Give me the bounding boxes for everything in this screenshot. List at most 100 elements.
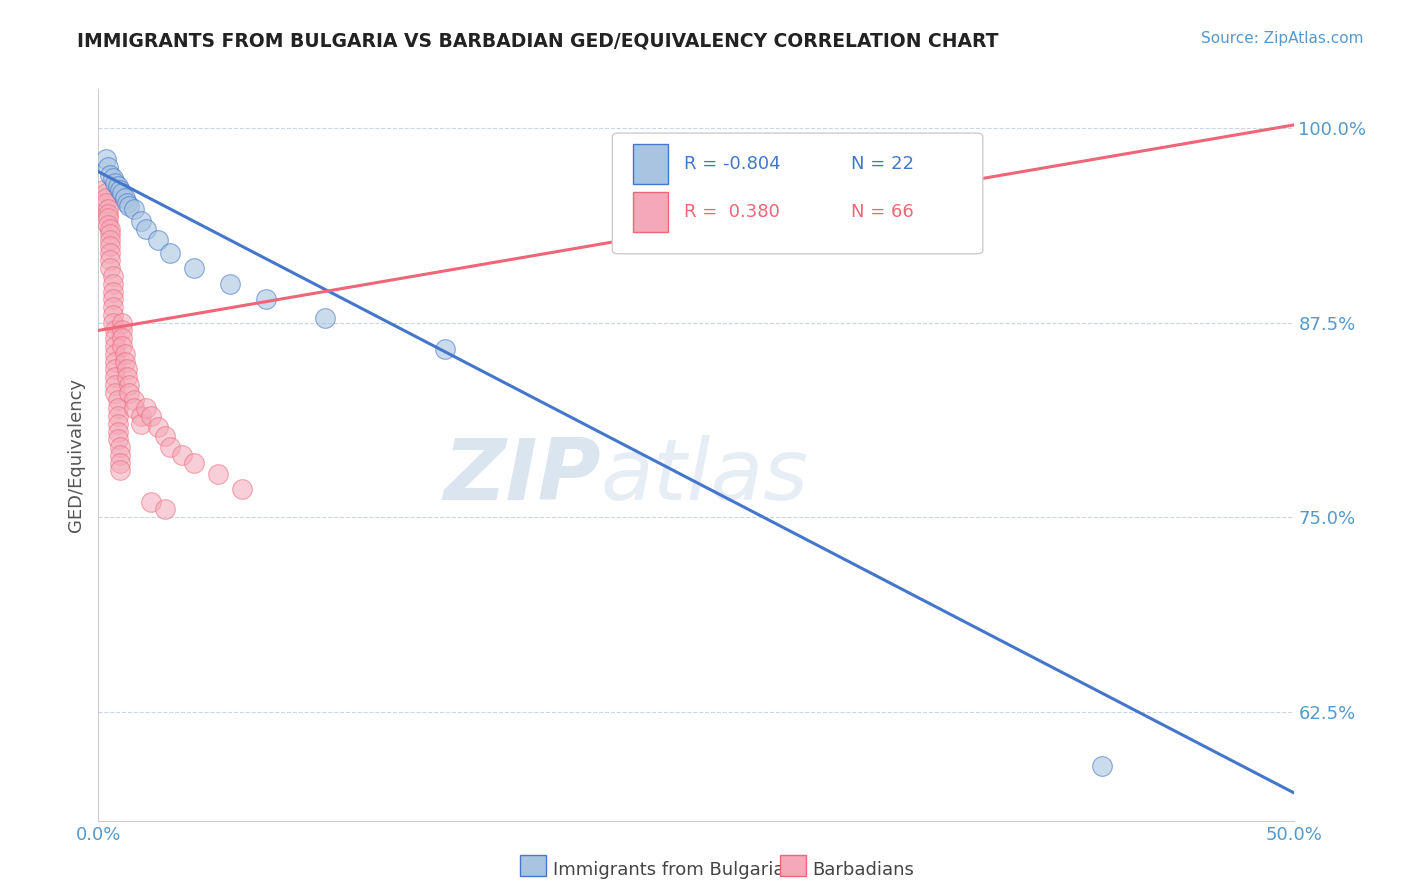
Point	[183, 456, 205, 470]
Point	[183, 261, 205, 276]
Point	[91, 183, 114, 197]
Point	[104, 339, 127, 353]
Point	[114, 354, 136, 368]
Y-axis label: GED/Equivalency: GED/Equivalency	[66, 378, 84, 532]
Point	[107, 401, 129, 416]
Point	[98, 233, 122, 247]
Point	[104, 354, 127, 368]
Bar	[633, 144, 668, 185]
Point	[118, 377, 141, 392]
Point	[98, 245, 122, 260]
Point	[231, 482, 253, 496]
Point	[111, 316, 134, 330]
Point	[104, 323, 127, 337]
Point	[101, 268, 124, 283]
Point	[97, 218, 120, 232]
Point	[124, 401, 146, 416]
Point	[111, 323, 134, 337]
Text: IMMIGRANTS FROM BULGARIA VS BARBADIAN GED/EQUIVALENCY CORRELATION CHART: IMMIGRANTS FROM BULGARIA VS BARBADIAN GE…	[77, 31, 998, 50]
Point	[104, 370, 127, 384]
Point	[97, 211, 120, 226]
Point	[101, 308, 124, 322]
Point	[219, 277, 242, 291]
Point	[97, 160, 120, 174]
Point	[114, 191, 136, 205]
Point	[108, 440, 131, 454]
Point	[104, 176, 127, 190]
Point	[104, 385, 127, 400]
Point	[135, 401, 157, 416]
Point	[118, 199, 141, 213]
Point	[207, 467, 229, 481]
Point	[155, 502, 177, 516]
Point	[104, 377, 127, 392]
Text: Barbadians: Barbadians	[813, 861, 914, 879]
Point	[98, 239, 122, 253]
Point	[1091, 759, 1114, 773]
Point	[114, 347, 136, 361]
Point	[172, 448, 194, 462]
Point	[148, 233, 170, 247]
Point	[155, 429, 177, 443]
Point	[108, 456, 131, 470]
Point	[101, 316, 124, 330]
Point	[111, 339, 134, 353]
Text: R =  0.380: R = 0.380	[685, 203, 780, 221]
FancyBboxPatch shape	[613, 133, 983, 253]
Point	[254, 293, 277, 307]
Point	[131, 214, 153, 228]
Point	[107, 393, 129, 408]
Point	[94, 186, 117, 201]
Text: N = 66: N = 66	[852, 203, 914, 221]
Point	[159, 245, 181, 260]
Point	[107, 433, 129, 447]
Point	[98, 261, 122, 276]
Point	[98, 253, 122, 268]
Point	[98, 222, 122, 236]
Text: R = -0.804: R = -0.804	[685, 155, 780, 173]
Point	[98, 168, 122, 182]
Point	[108, 183, 131, 197]
Point	[107, 417, 129, 431]
Point	[135, 222, 157, 236]
Point	[108, 448, 131, 462]
Point	[131, 417, 153, 431]
Point	[101, 170, 124, 185]
Text: atlas: atlas	[600, 435, 808, 518]
Point	[115, 370, 138, 384]
Point	[104, 362, 127, 376]
Point	[111, 186, 134, 201]
Point	[101, 277, 124, 291]
Point	[118, 385, 141, 400]
Point	[104, 347, 127, 361]
Point	[148, 420, 170, 434]
Point	[131, 409, 153, 423]
Point	[111, 331, 134, 345]
Text: N = 22: N = 22	[852, 155, 914, 173]
Point	[104, 331, 127, 345]
Point	[139, 494, 162, 508]
Bar	[633, 192, 668, 232]
Point	[101, 293, 124, 307]
Text: ZIP: ZIP	[443, 435, 600, 518]
Point	[315, 310, 337, 325]
Point	[98, 227, 122, 241]
Point	[94, 191, 117, 205]
Point	[115, 362, 138, 376]
Point	[94, 195, 117, 210]
Point	[107, 409, 129, 423]
Point	[101, 300, 124, 314]
Text: Source: ZipAtlas.com: Source: ZipAtlas.com	[1201, 31, 1364, 46]
Point	[139, 409, 162, 423]
Point	[108, 463, 131, 477]
Point	[101, 285, 124, 299]
Point	[124, 202, 146, 216]
Point	[124, 393, 146, 408]
Point	[107, 178, 129, 193]
Text: Immigrants from Bulgaria: Immigrants from Bulgaria	[553, 861, 785, 879]
Point	[107, 425, 129, 439]
Point	[434, 342, 457, 356]
Point	[97, 207, 120, 221]
Point	[94, 153, 117, 167]
Point	[97, 202, 120, 216]
